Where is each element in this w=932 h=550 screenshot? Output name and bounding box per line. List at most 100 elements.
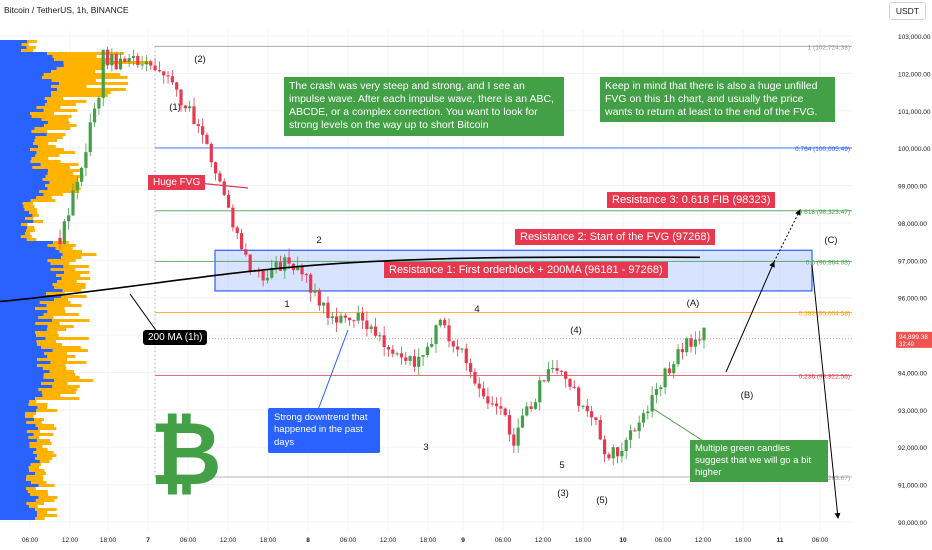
time-tick: 12:00 — [220, 537, 237, 544]
candle-body — [421, 355, 425, 357]
candle-body — [131, 55, 136, 59]
time-tick: 06:00 — [180, 537, 197, 544]
candle-body — [166, 75, 170, 77]
candle-body — [391, 349, 395, 354]
wave-label: 2 — [316, 235, 321, 246]
volume-bar-blue — [0, 247, 56, 250]
volume-bar-blue — [0, 163, 41, 166]
candlesticks — [58, 46, 706, 466]
volume-bar-orange — [33, 142, 49, 145]
candle-body — [183, 105, 187, 109]
volume-bar-blue — [0, 376, 44, 379]
candle-body — [611, 447, 615, 459]
candle-body — [481, 388, 486, 397]
volume-bar-blue — [0, 157, 32, 160]
candle-body — [654, 389, 659, 396]
volume-bar-blue — [0, 370, 50, 373]
volume-bar-orange — [52, 55, 97, 58]
volume-bar-blue — [0, 319, 52, 322]
volume-bar-orange — [25, 412, 37, 415]
volume-bar-orange — [41, 382, 68, 385]
volume-bar-blue — [0, 442, 30, 445]
time-tick: 8 — [306, 537, 310, 544]
candle-body — [157, 70, 162, 72]
fib-label: 0.618 (98,323.47) — [799, 209, 850, 216]
time-tick: 12:00 — [535, 537, 552, 544]
volume-bar-blue — [0, 256, 62, 259]
volume-bar-orange — [46, 133, 66, 136]
candle-body — [469, 363, 473, 372]
volume-bar-blue — [0, 511, 37, 514]
volume-bar-blue — [0, 397, 36, 400]
volume-bar-blue — [0, 286, 54, 289]
volume-bar-orange — [47, 121, 70, 124]
volume-bar-orange — [35, 136, 63, 139]
volume-bar-orange — [37, 406, 48, 409]
candle-body — [672, 364, 676, 374]
volume-bar-blue — [0, 76, 42, 79]
candle-body — [659, 387, 663, 390]
wave-label: (2) — [194, 54, 206, 65]
volume-bar-blue — [0, 259, 48, 262]
volume-bar-orange — [37, 514, 58, 517]
volume-bar-orange — [58, 82, 129, 85]
volume-bar-orange — [26, 46, 36, 49]
volume-bar-orange — [38, 484, 55, 487]
volume-bar-blue — [0, 406, 38, 409]
candle-body — [304, 274, 308, 276]
volume-bar-blue — [0, 364, 38, 367]
volume-bar-blue — [0, 460, 40, 463]
volume-bar-orange — [43, 109, 78, 112]
volume-bar-blue — [0, 514, 38, 517]
volume-bar-blue — [0, 133, 47, 136]
volume-bar-blue — [0, 469, 30, 472]
time-tick: 06:00 — [495, 537, 512, 544]
volume-bar-blue — [0, 433, 34, 436]
candle-body — [105, 49, 110, 66]
candle-body — [226, 194, 231, 208]
currency-selector[interactable]: USDT — [888, 2, 926, 20]
candle-body — [494, 403, 499, 407]
volume-bar-blue — [0, 79, 52, 82]
volume-bar-orange — [55, 247, 73, 250]
volume-bar-orange — [50, 268, 76, 271]
candle-body — [447, 325, 451, 342]
volume-bar-orange — [25, 487, 36, 490]
volume-bar-blue — [0, 385, 53, 388]
volume-bar-blue — [0, 373, 44, 376]
volume-bar-blue — [0, 82, 59, 85]
candle-body — [520, 415, 525, 428]
volume-bar-orange — [62, 253, 97, 256]
volume-bar-blue — [0, 481, 32, 484]
volume-bar-orange — [24, 208, 37, 211]
volume-bar-orange — [28, 403, 48, 406]
volume-bar-orange — [50, 361, 87, 364]
volume-bar-blue — [0, 151, 37, 154]
volume-bar-blue — [0, 451, 34, 454]
candle-body — [399, 353, 404, 358]
volume-bar-orange — [27, 226, 35, 229]
volume-bar-blue — [0, 73, 44, 76]
candle-body — [92, 108, 97, 123]
volume-bar-blue — [0, 361, 51, 364]
time-tick: 18:00 — [420, 537, 437, 544]
volume-bar-orange — [44, 124, 77, 127]
volume-bar-orange — [50, 91, 111, 94]
time-tick: 18:00 — [735, 537, 752, 544]
volume-bar-blue — [0, 184, 46, 187]
volume-bar-blue — [0, 265, 64, 268]
candle-body — [650, 395, 654, 412]
volume-bar-blue — [0, 100, 48, 103]
volume-bar-orange — [51, 94, 108, 97]
candle-body — [162, 71, 166, 76]
candle-body — [633, 430, 637, 432]
candle-body — [213, 162, 218, 174]
volume-bar-orange — [32, 166, 70, 169]
candle-body — [663, 368, 667, 388]
volume-bar-blue — [0, 391, 42, 394]
candle-body — [326, 302, 330, 318]
wave-label: 4 — [474, 304, 479, 315]
candle-body — [205, 134, 209, 144]
ma200-line — [0, 256, 701, 303]
